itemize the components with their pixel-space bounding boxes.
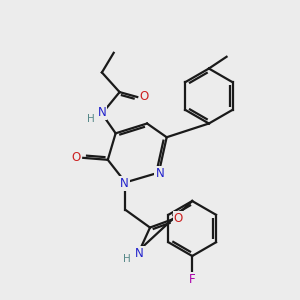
Text: O: O bbox=[140, 89, 149, 103]
Text: N: N bbox=[135, 247, 144, 260]
Text: N: N bbox=[155, 167, 164, 180]
Text: O: O bbox=[72, 152, 81, 164]
Text: N: N bbox=[98, 106, 106, 119]
Text: H: H bbox=[123, 254, 130, 264]
Text: O: O bbox=[174, 212, 183, 225]
Text: F: F bbox=[189, 273, 196, 286]
Text: H: H bbox=[87, 114, 95, 124]
Text: N: N bbox=[120, 177, 129, 190]
